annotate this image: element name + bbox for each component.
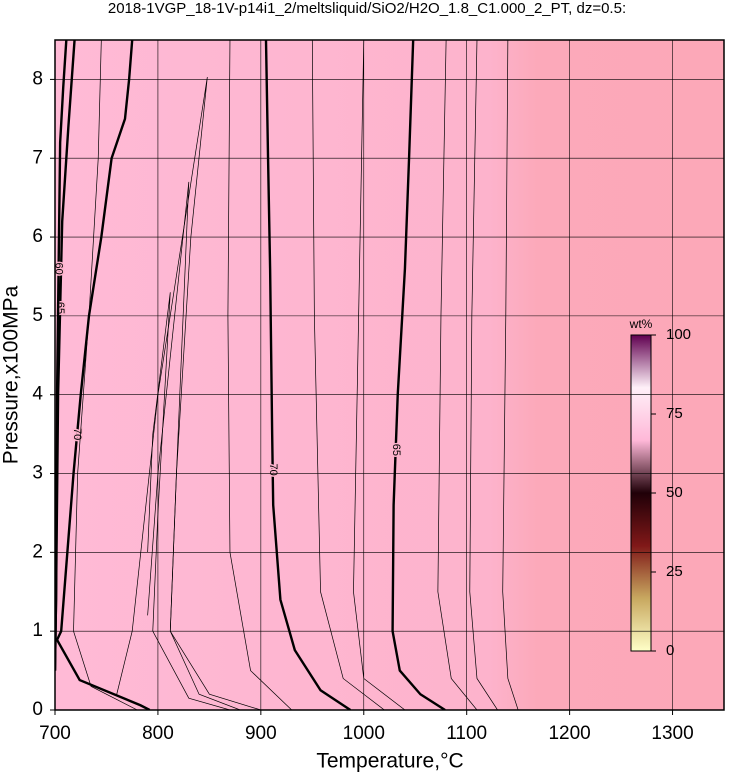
colorbar-tick-label: 100 [666,326,691,343]
contour-line [264,40,352,710]
contour-line [469,40,498,710]
x-tick-label: 1300 [651,723,693,744]
plot-area [55,40,724,710]
y-tick-label: 1 [32,620,43,641]
contour-label: 65 [54,302,66,314]
colorbar-label: wt% [629,317,653,331]
contour-line [55,40,151,710]
contour-line [391,40,446,710]
colorbar-tick-label: 50 [666,484,683,501]
contour-line [353,40,406,710]
x-tick-label: 1000 [343,723,385,744]
x-tick-label: 1100 [446,723,487,744]
contour-label: 70 [71,428,83,440]
y-tick-label: 4 [32,384,43,405]
y-tick-label: 6 [32,226,43,247]
y-tick-label: 2 [32,541,43,562]
y-tick-label: 3 [32,463,43,484]
x-tick-label: 800 [142,723,174,744]
contour-label: 65 [390,444,402,456]
contour-line [311,40,385,710]
colorbar-tick-label: 0 [666,642,674,659]
x-axis-label: Temperature,°C [316,750,463,773]
y-axis-label: Pressure,x100MPa [0,285,23,464]
x-tick-label: 700 [39,723,71,744]
x-tick-label: 1200 [548,723,590,744]
colorbar-tick-label: 25 [666,563,683,580]
chart-title: 2018-1VGP_18-1V-p14i1_2/meltsliquid/SiO2… [108,0,626,17]
contour-line [437,40,478,710]
y-tick-label: 5 [32,305,43,326]
colorbar-tick-label: 75 [666,405,683,422]
x-tick-label: 900 [245,723,277,744]
contour-line [502,40,519,710]
contour-label: 60 [53,262,65,274]
y-tick-label: 8 [32,68,43,89]
contour-label: 70 [267,463,279,475]
colorbar [630,334,652,652]
y-tick-label: 0 [32,699,43,720]
y-tick-label: 7 [32,147,43,168]
